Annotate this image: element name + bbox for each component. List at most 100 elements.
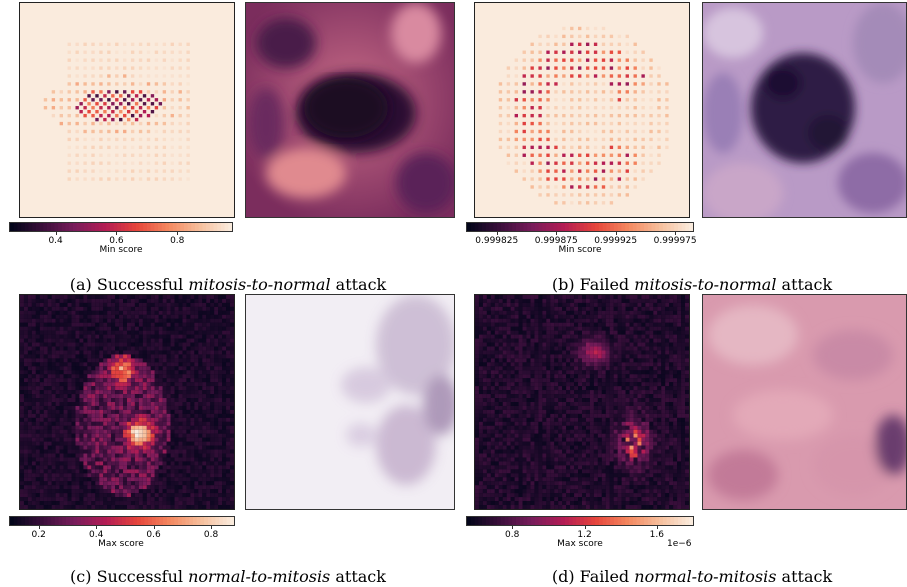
heatmap-cell: [534, 374, 539, 379]
heatmap-cell: [218, 394, 223, 399]
heatmap-cell: [123, 421, 127, 426]
heatmap-cell: [178, 314, 183, 319]
heatmap-cell: [530, 106, 534, 110]
heatmap-cell: [158, 461, 163, 466]
heatmap-cell: [562, 314, 567, 319]
heatmap-cell: [194, 425, 199, 430]
heatmap-cell: [154, 378, 159, 383]
heatmap-cell: [202, 318, 207, 323]
heatmap-cell: [99, 390, 104, 395]
heatmap-cell: [130, 445, 135, 450]
heatmap-cell: [154, 310, 159, 315]
heatmap-cell: [142, 413, 147, 418]
heatmap-cell: [103, 342, 108, 347]
heatmap-cell: [170, 161, 174, 165]
heatmap-cell: [585, 129, 590, 134]
heatmap-cell: [661, 306, 666, 311]
heatmap-cell: [214, 302, 219, 307]
heatmap-cell: [103, 322, 108, 327]
heatmap-cell: [526, 362, 531, 367]
heatmap-cell: [617, 137, 622, 142]
heatmap-cell: [119, 350, 124, 355]
heatmap-cell: [59, 457, 64, 462]
heatmap-cell: [154, 429, 159, 434]
heatmap-cell: [665, 306, 670, 311]
heatmap-cell: [158, 501, 163, 506]
heatmap-cell: [685, 354, 689, 359]
heatmap-cell: [538, 58, 542, 62]
heatmap-cell: [218, 409, 223, 414]
heatmap-cell: [182, 338, 187, 343]
heatmap-cell: [166, 445, 171, 450]
heatmap-cell: [150, 370, 155, 375]
heatmap-cell: [67, 177, 71, 181]
heatmap-cell: [71, 433, 76, 438]
heatmap-cell: [103, 314, 108, 319]
heatmap-cell: [103, 402, 108, 406]
colorbar-c: [9, 516, 235, 526]
heatmap-cell: [649, 354, 654, 359]
heatmap-cell: [119, 413, 124, 418]
colorbar-segment: [640, 223, 645, 231]
heatmap-cell: [20, 370, 24, 375]
heatmap-cell: [226, 354, 231, 359]
heatmap-cell: [119, 354, 124, 359]
heatmap-cell: [111, 390, 116, 395]
heatmap-cell: [111, 441, 116, 446]
heatmap-cell: [178, 338, 183, 343]
heatmap-cell: [59, 505, 64, 509]
heatmap-cell: [478, 322, 483, 327]
heatmap-cell: [123, 413, 127, 418]
heatmap-cell: [546, 185, 550, 189]
heatmap-cell: [166, 350, 171, 355]
heatmap-cell: [554, 177, 558, 181]
heatmap-cell: [158, 330, 163, 335]
colorbar-segment: [73, 517, 78, 525]
heatmap-cell: [601, 326, 606, 331]
heatmap-cell: [134, 110, 139, 114]
heatmap-cell: [633, 350, 638, 355]
heatmap-cell: [210, 449, 215, 454]
heatmap-cell: [609, 106, 614, 110]
heatmap-cell: [186, 121, 190, 126]
heatmap-cell: [665, 129, 669, 134]
heatmap-cell: [597, 354, 602, 359]
heatmap-cell: [502, 302, 507, 307]
heatmap-cell: [625, 177, 629, 181]
heatmap-cell: [649, 74, 653, 78]
heatmap-cell: [166, 302, 171, 307]
colorbar-segment: [17, 223, 22, 231]
heatmap-cell: [609, 193, 614, 197]
heatmap-cell: [522, 314, 527, 319]
heatmap-cell: [518, 330, 523, 335]
heatmap-cell: [67, 366, 72, 371]
heatmap-cell: [39, 481, 44, 486]
heatmap-cell: [494, 358, 499, 363]
heatmap-cell: [657, 98, 661, 102]
heatmap-cell: [629, 334, 634, 339]
colorbar-segment: [113, 223, 118, 231]
heatmap-cell: [103, 295, 108, 299]
heatmap-cell: [170, 298, 175, 303]
heatmap-cell: [91, 394, 96, 399]
heatmap-cell: [123, 382, 127, 387]
heatmap-cell: [79, 326, 84, 331]
heatmap-cell: [99, 437, 104, 442]
heatmap-cell: [230, 497, 234, 502]
heatmap-cell: [514, 366, 519, 371]
heatmap-cell: [206, 445, 211, 450]
heatmap-cell: [498, 90, 503, 94]
heatmap-cell: [530, 145, 534, 150]
heatmap-cell: [67, 465, 72, 470]
heatmap-cell: [218, 485, 223, 490]
heatmap-cell: [582, 358, 586, 363]
heatmap-cell: [186, 421, 191, 426]
heatmap-cell: [67, 145, 71, 150]
heatmap-cell: [542, 354, 547, 359]
heatmap-cell: [71, 390, 76, 395]
heatmap-cell: [601, 342, 606, 347]
heatmap-cell: [578, 74, 582, 78]
heatmap-cell: [530, 113, 534, 118]
heatmap-cell: [478, 310, 483, 315]
heatmap-cell: [178, 129, 182, 134]
